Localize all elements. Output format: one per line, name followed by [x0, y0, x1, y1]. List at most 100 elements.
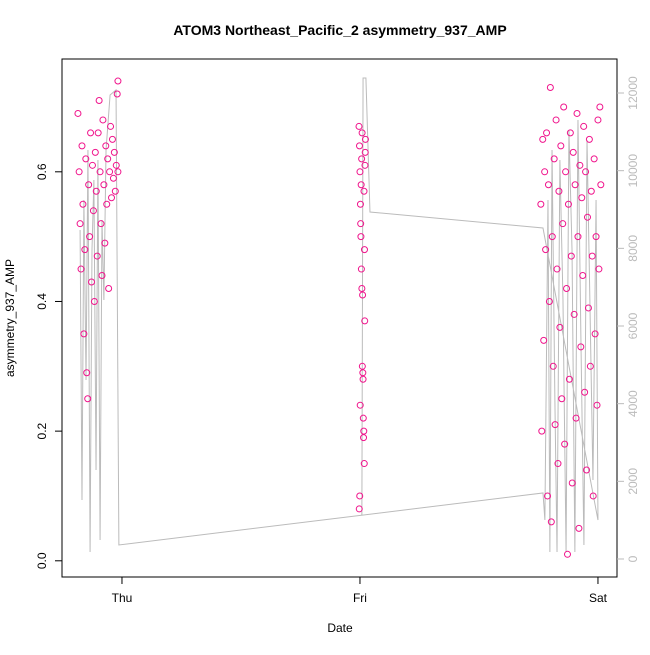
point — [596, 103, 604, 111]
point — [360, 187, 368, 195]
point — [540, 336, 548, 344]
point — [358, 285, 366, 293]
point — [359, 375, 367, 383]
point — [81, 246, 89, 254]
point — [75, 168, 83, 176]
point — [361, 135, 369, 143]
point — [78, 142, 86, 150]
point — [359, 291, 367, 299]
point — [597, 181, 605, 189]
point — [89, 207, 97, 215]
point — [548, 233, 556, 241]
point — [359, 414, 367, 422]
point — [357, 181, 365, 189]
point — [76, 220, 84, 228]
point — [583, 213, 591, 221]
point — [108, 135, 116, 143]
y2-tick-label: 4000 — [626, 390, 640, 417]
y2-tick-label: 12000 — [626, 76, 640, 110]
point — [577, 343, 585, 351]
point — [573, 109, 581, 117]
x-tick-label: Fri — [353, 591, 367, 605]
point — [359, 369, 367, 377]
point — [357, 265, 365, 273]
point — [561, 440, 569, 448]
point — [74, 109, 82, 117]
y2-tick-label: 0 — [626, 555, 640, 562]
point — [356, 492, 364, 500]
point — [543, 129, 551, 137]
point — [360, 460, 368, 468]
y-tick-label: 0.2 — [35, 422, 49, 439]
y-tick-label: 0.4 — [35, 293, 49, 310]
point — [361, 148, 369, 156]
y-tick-label: 0.0 — [35, 552, 49, 569]
y-tick-label: 0.6 — [35, 163, 49, 180]
point — [569, 148, 577, 156]
point — [551, 421, 559, 429]
point — [361, 161, 369, 169]
y2-tick-label: 8000 — [626, 235, 640, 262]
point — [94, 129, 102, 137]
point — [592, 233, 600, 241]
point — [360, 246, 368, 254]
point — [88, 161, 96, 169]
point — [360, 434, 368, 442]
point — [111, 187, 119, 195]
point — [357, 220, 365, 228]
point — [109, 174, 117, 182]
point — [357, 233, 365, 241]
point — [560, 103, 568, 111]
point — [547, 518, 555, 526]
point — [97, 220, 105, 228]
point — [578, 194, 586, 202]
y2-tick-label: 10000 — [626, 154, 640, 188]
point — [545, 297, 553, 305]
point — [112, 161, 120, 169]
point — [77, 265, 85, 273]
point — [544, 492, 552, 500]
point — [537, 200, 545, 208]
point — [356, 401, 364, 409]
y-axis-label: asymmetry_937_AMP — [3, 259, 17, 377]
point — [575, 524, 583, 532]
point — [95, 96, 103, 104]
point — [98, 272, 106, 280]
y2-tick-label: 2000 — [626, 468, 640, 495]
point — [587, 187, 595, 195]
point — [572, 414, 580, 422]
point — [84, 395, 92, 403]
point — [568, 479, 576, 487]
point — [555, 187, 563, 195]
point — [565, 375, 573, 383]
point — [571, 181, 579, 189]
x-axis-label: Date — [327, 621, 353, 635]
point — [588, 252, 596, 260]
point — [552, 116, 560, 124]
point — [567, 252, 575, 260]
point — [593, 401, 601, 409]
point — [582, 168, 590, 176]
point — [114, 77, 122, 85]
point — [583, 466, 591, 474]
point — [103, 200, 111, 208]
point — [87, 129, 95, 137]
point — [79, 200, 87, 208]
point — [579, 272, 587, 280]
point — [113, 90, 121, 98]
point — [85, 181, 93, 189]
point — [554, 460, 562, 468]
point — [102, 142, 110, 150]
point — [83, 369, 91, 377]
point — [564, 200, 572, 208]
point — [356, 168, 364, 176]
point — [91, 148, 99, 156]
point — [594, 116, 602, 124]
point — [563, 285, 571, 293]
point — [105, 285, 113, 293]
point — [586, 362, 594, 370]
line — [79, 77, 599, 553]
point — [358, 362, 366, 370]
point — [96, 168, 104, 176]
